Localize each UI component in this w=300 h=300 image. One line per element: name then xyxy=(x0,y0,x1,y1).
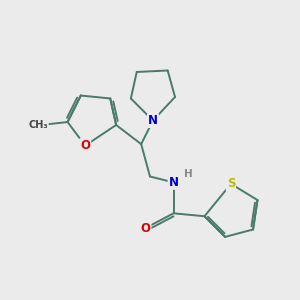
Text: N: N xyxy=(148,114,158,127)
Text: N: N xyxy=(169,176,178,189)
Text: O: O xyxy=(141,221,151,235)
Text: CH₃: CH₃ xyxy=(28,120,48,130)
Text: H: H xyxy=(184,169,193,178)
Text: O: O xyxy=(80,139,90,152)
Text: S: S xyxy=(227,177,235,190)
